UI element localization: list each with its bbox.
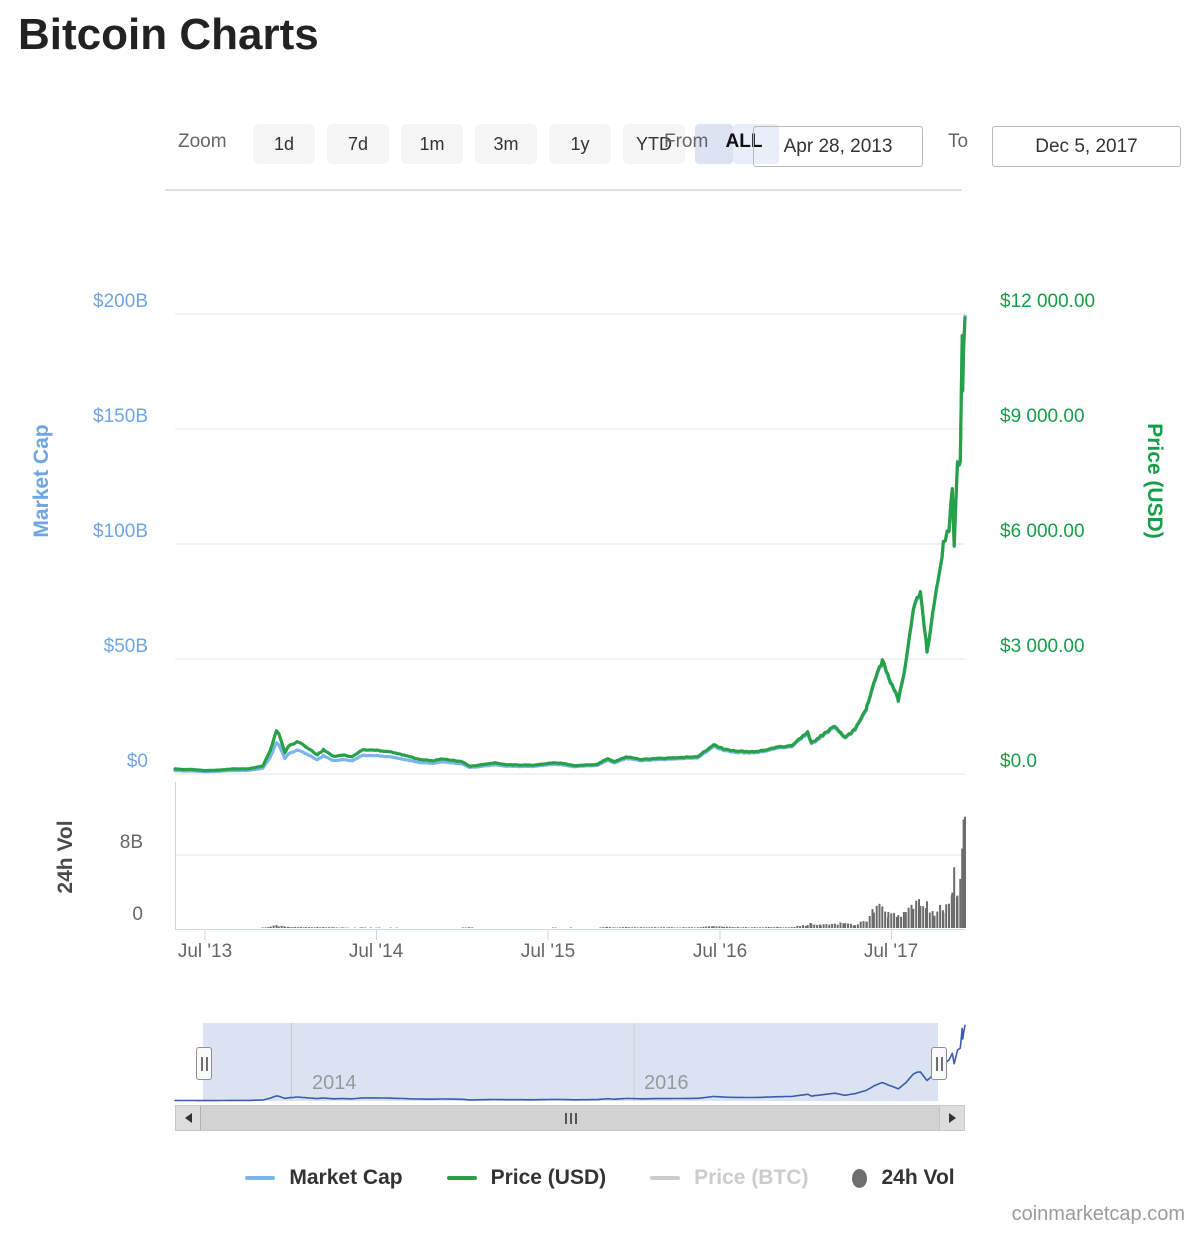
zoom-button-7d[interactable]: 7d: [327, 124, 389, 164]
marketcap-tick: $200B: [93, 291, 148, 312]
price-tick: $3 000.00: [1000, 636, 1085, 657]
zoom-button-all-bg2: [733, 124, 779, 164]
marketcap-tick: $50B: [103, 636, 148, 657]
x-tick: Jul '13: [177, 941, 233, 962]
zoom-label: Zoom: [178, 131, 227, 152]
marketcap-tick: $150B: [93, 406, 148, 427]
from-date-input[interactable]: Apr 28, 2013: [753, 126, 923, 167]
marketcap-tick: $0: [126, 751, 148, 772]
scrollbar-left-button[interactable]: [176, 1106, 201, 1130]
grip-icon: [565, 1112, 567, 1124]
from-label: From: [664, 131, 709, 152]
price-axis-title: Price (USD): [1143, 423, 1166, 539]
page-title: Bitcoin Charts: [18, 10, 319, 59]
navigator-year-label: 2014: [312, 1072, 357, 1094]
arrow-left-icon: [184, 1113, 192, 1123]
price-tick: $9 000.00: [1000, 406, 1085, 427]
legend-label: Price (BTC): [694, 1166, 809, 1189]
zoom-button-all-bg: [695, 124, 733, 164]
price-tick: $6 000.00: [1000, 521, 1085, 542]
x-tick: Jul '14: [348, 941, 404, 962]
legend: Market Cap Price (USD) Price (BTC) 24h V…: [0, 1166, 1200, 1190]
navigator-year-label: 2016: [644, 1072, 689, 1094]
price-usd-line-swatch-icon: [446, 1176, 477, 1180]
zoom-button-1y[interactable]: 1y: [549, 124, 611, 164]
volume-bars: [261, 816, 966, 928]
price-usd-line: [173, 316, 967, 773]
scrollbar[interactable]: [175, 1105, 965, 1131]
price-marketcap-series: [173, 314, 967, 774]
scrollbar-thumb[interactable]: [200, 1106, 942, 1130]
watermark: coinmarketcap.com: [1011, 1203, 1185, 1225]
zoom-button-1m[interactable]: 1m: [401, 124, 463, 164]
legend-label: 24h Vol: [881, 1166, 955, 1189]
to-date-input[interactable]: Dec 5, 2017: [992, 126, 1181, 167]
price-btc-line-swatch-icon: [650, 1176, 681, 1180]
navigator-line: [174, 1024, 966, 1102]
gridlines: [165, 189, 965, 856]
legend-item-price-btc[interactable]: Price (BTC): [650, 1166, 808, 1190]
navigator-mask: [203, 1023, 938, 1101]
navigator-left-handle[interactable]: [196, 1047, 212, 1080]
x-tick: Jul '16: [692, 941, 748, 962]
scrollbar-right-button[interactable]: [939, 1106, 964, 1130]
legend-item-price-usd[interactable]: Price (USD): [446, 1166, 607, 1190]
price-tick: $0.0: [1000, 751, 1037, 772]
legend-label: Market Cap: [289, 1166, 403, 1189]
volume-circle-swatch-icon: [852, 1168, 868, 1188]
zoom-button-ytd[interactable]: YTD: [623, 124, 685, 164]
axis-lines: [175, 782, 965, 940]
x-tick: Jul '17: [863, 941, 919, 962]
zoom-button-1d[interactable]: 1d: [253, 124, 315, 164]
legend-item-market-cap[interactable]: Market Cap: [245, 1166, 403, 1190]
marketcap-line-swatch-icon: [245, 1176, 276, 1180]
price-tick: $12 000.00: [1000, 291, 1096, 312]
volume-tick: 8B: [119, 832, 143, 853]
marketcap-tick: $100B: [93, 521, 148, 542]
navigator-right-handle[interactable]: [931, 1047, 947, 1080]
arrow-right-icon: [948, 1113, 956, 1123]
navigator-chart[interactable]: [174, 1023, 966, 1102]
x-tick: Jul '15: [520, 941, 576, 962]
to-label: To: [948, 131, 969, 152]
marketcap-axis-title: Market Cap: [30, 424, 53, 538]
legend-label: Price (USD): [490, 1166, 607, 1189]
legend-item-24h-vol[interactable]: 24h Vol: [852, 1166, 955, 1190]
volume-tick: 0: [132, 904, 143, 925]
zoom-button-3m[interactable]: 3m: [475, 124, 537, 164]
